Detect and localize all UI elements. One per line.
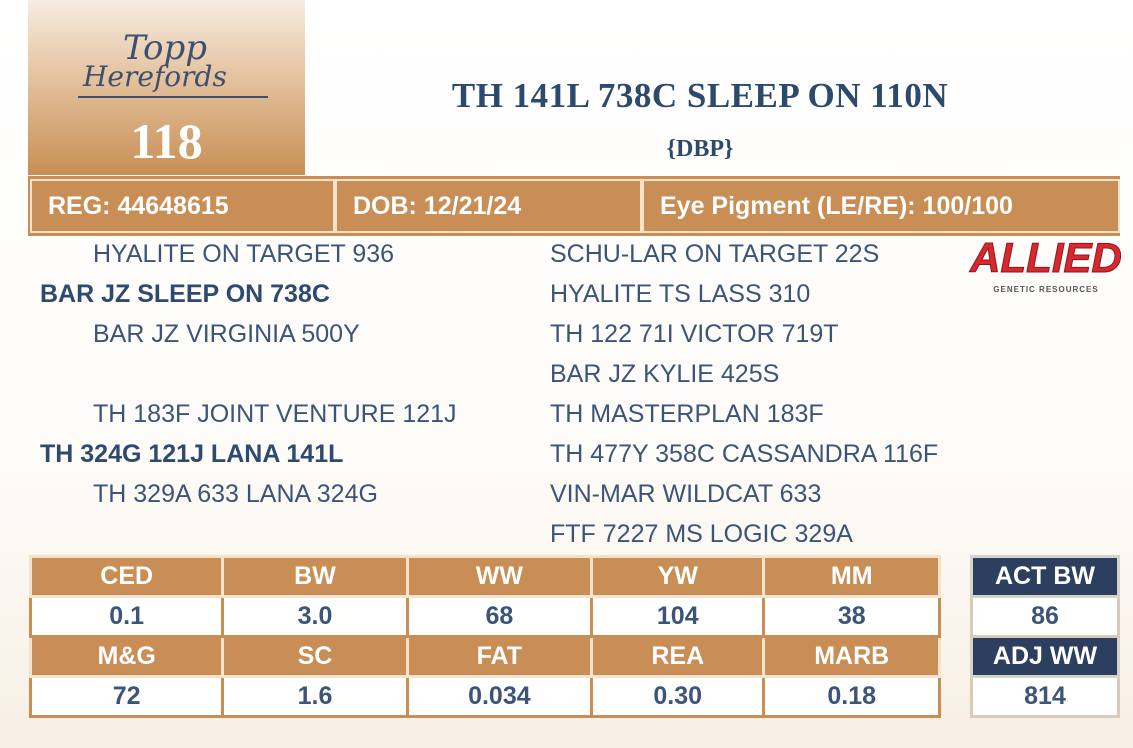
pedigree-great-grandparent: TH 477Y 358C CASSANDRA 116F	[550, 440, 939, 468]
pedigree-grandparent: TH 183F JOINT VENTURE 121J	[93, 400, 457, 428]
table-row: 814	[970, 675, 1120, 718]
table-row: 86	[970, 595, 1120, 638]
header-cell: REA	[590, 635, 766, 678]
value-cell: 104	[590, 595, 766, 638]
logo-line1: Topp	[123, 28, 208, 68]
value-cell: 0.18	[762, 675, 941, 718]
value-cell: 86	[970, 595, 1120, 638]
header-cell: SC	[221, 635, 409, 678]
table-row: M&G SC FAT REA MARB	[28, 635, 941, 678]
pedigree-grandparent: HYALITE ON TARGET 936	[93, 240, 395, 268]
header-cell: WW	[405, 555, 594, 598]
weights-table: ACT BW 86 ADJ WW 814	[970, 555, 1120, 718]
lot-number: 118	[130, 113, 203, 169]
pedigree-parent: TH 324G 121J LANA 141L	[40, 440, 344, 468]
value-cell: 0.30	[590, 675, 766, 718]
table-row: 72 1.6 0.034 0.30 0.18	[28, 675, 941, 718]
table-row: ACT BW	[970, 555, 1120, 598]
header-cell: FAT	[405, 635, 594, 678]
table-row: CED BW WW YW MM	[28, 555, 941, 598]
table-row: 0.1 3.0 68 104 38	[28, 595, 941, 638]
header-cell: M&G	[28, 635, 225, 678]
pedigree-great-grandparent: TH 122 71I VICTOR 719T	[550, 320, 839, 348]
info-cell: Eye Pigment (LE/RE): 100/100	[642, 179, 1120, 233]
header-cell: CED	[28, 555, 225, 598]
header-cell: ADJ WW	[970, 635, 1120, 678]
pedigree-great-grandparent: BAR JZ KYLIE 425S	[550, 360, 780, 388]
value-cell: 72	[28, 675, 225, 718]
value-cell: 0.034	[405, 675, 594, 718]
pedigree-great-grandparent: VIN-MAR WILDCAT 633	[550, 480, 822, 508]
allied-name: ALLIED	[969, 240, 1122, 281]
value-cell: 814	[970, 675, 1120, 718]
header-cell: BW	[221, 555, 409, 598]
value-cell: 68	[405, 595, 594, 638]
info-bar: REG: 44648615 DOB: 12/21/24 Eye Pigment (L…	[28, 176, 1120, 236]
pedigree-grandparent: BAR JZ VIRGINIA 500Y	[93, 320, 360, 348]
table-row: ADJ WW	[970, 635, 1120, 678]
allied-logo: ALLIED GENETIC RESOURCES	[969, 240, 1123, 294]
pedigree-great-grandparent: SCHU-LAR ON TARGET 22S	[550, 240, 880, 268]
epd-table: CED BW WW YW MM 0.1 3.0 68 104 38 M&G SC FAT REA MARB 7…	[28, 555, 941, 718]
title: TH 141L 738C SLEEP ON 110N	[451, 76, 949, 115]
header-cell: MARB	[762, 635, 941, 678]
pedigree-grandparent: TH 329A 633 LANA 324G	[93, 480, 378, 508]
logo-rule	[78, 96, 268, 98]
value-cell: 0.1	[28, 595, 225, 638]
pedigree-great-grandparent: FTF 7227 MS LOGIC 329A	[550, 520, 853, 548]
info-cell: DOB: 12/21/24	[335, 179, 642, 233]
header-cell: MM	[762, 555, 941, 598]
value-cell: 38	[762, 595, 941, 638]
header-cell: ACT BW	[970, 555, 1120, 598]
logo-box: Topp Herefords 118	[28, 0, 305, 175]
pedigree-great-grandparent: HYALITE TS LASS 310	[550, 280, 811, 308]
allied-tagline: GENETIC RESOURCES	[993, 285, 1098, 294]
logo-line2: Herefords	[83, 60, 227, 93]
pedigree-great-grandparent: TH MASTERPLAN 183F	[550, 400, 824, 428]
pedigree-parent: BAR JZ SLEEP ON 738C	[40, 280, 330, 308]
info-cell: REG: 44648615	[30, 179, 335, 233]
value-cell: 3.0	[221, 595, 409, 638]
subtitle: {DBP}	[666, 136, 734, 162]
value-cell: 1.6	[221, 675, 409, 718]
header-cell: YW	[590, 555, 766, 598]
